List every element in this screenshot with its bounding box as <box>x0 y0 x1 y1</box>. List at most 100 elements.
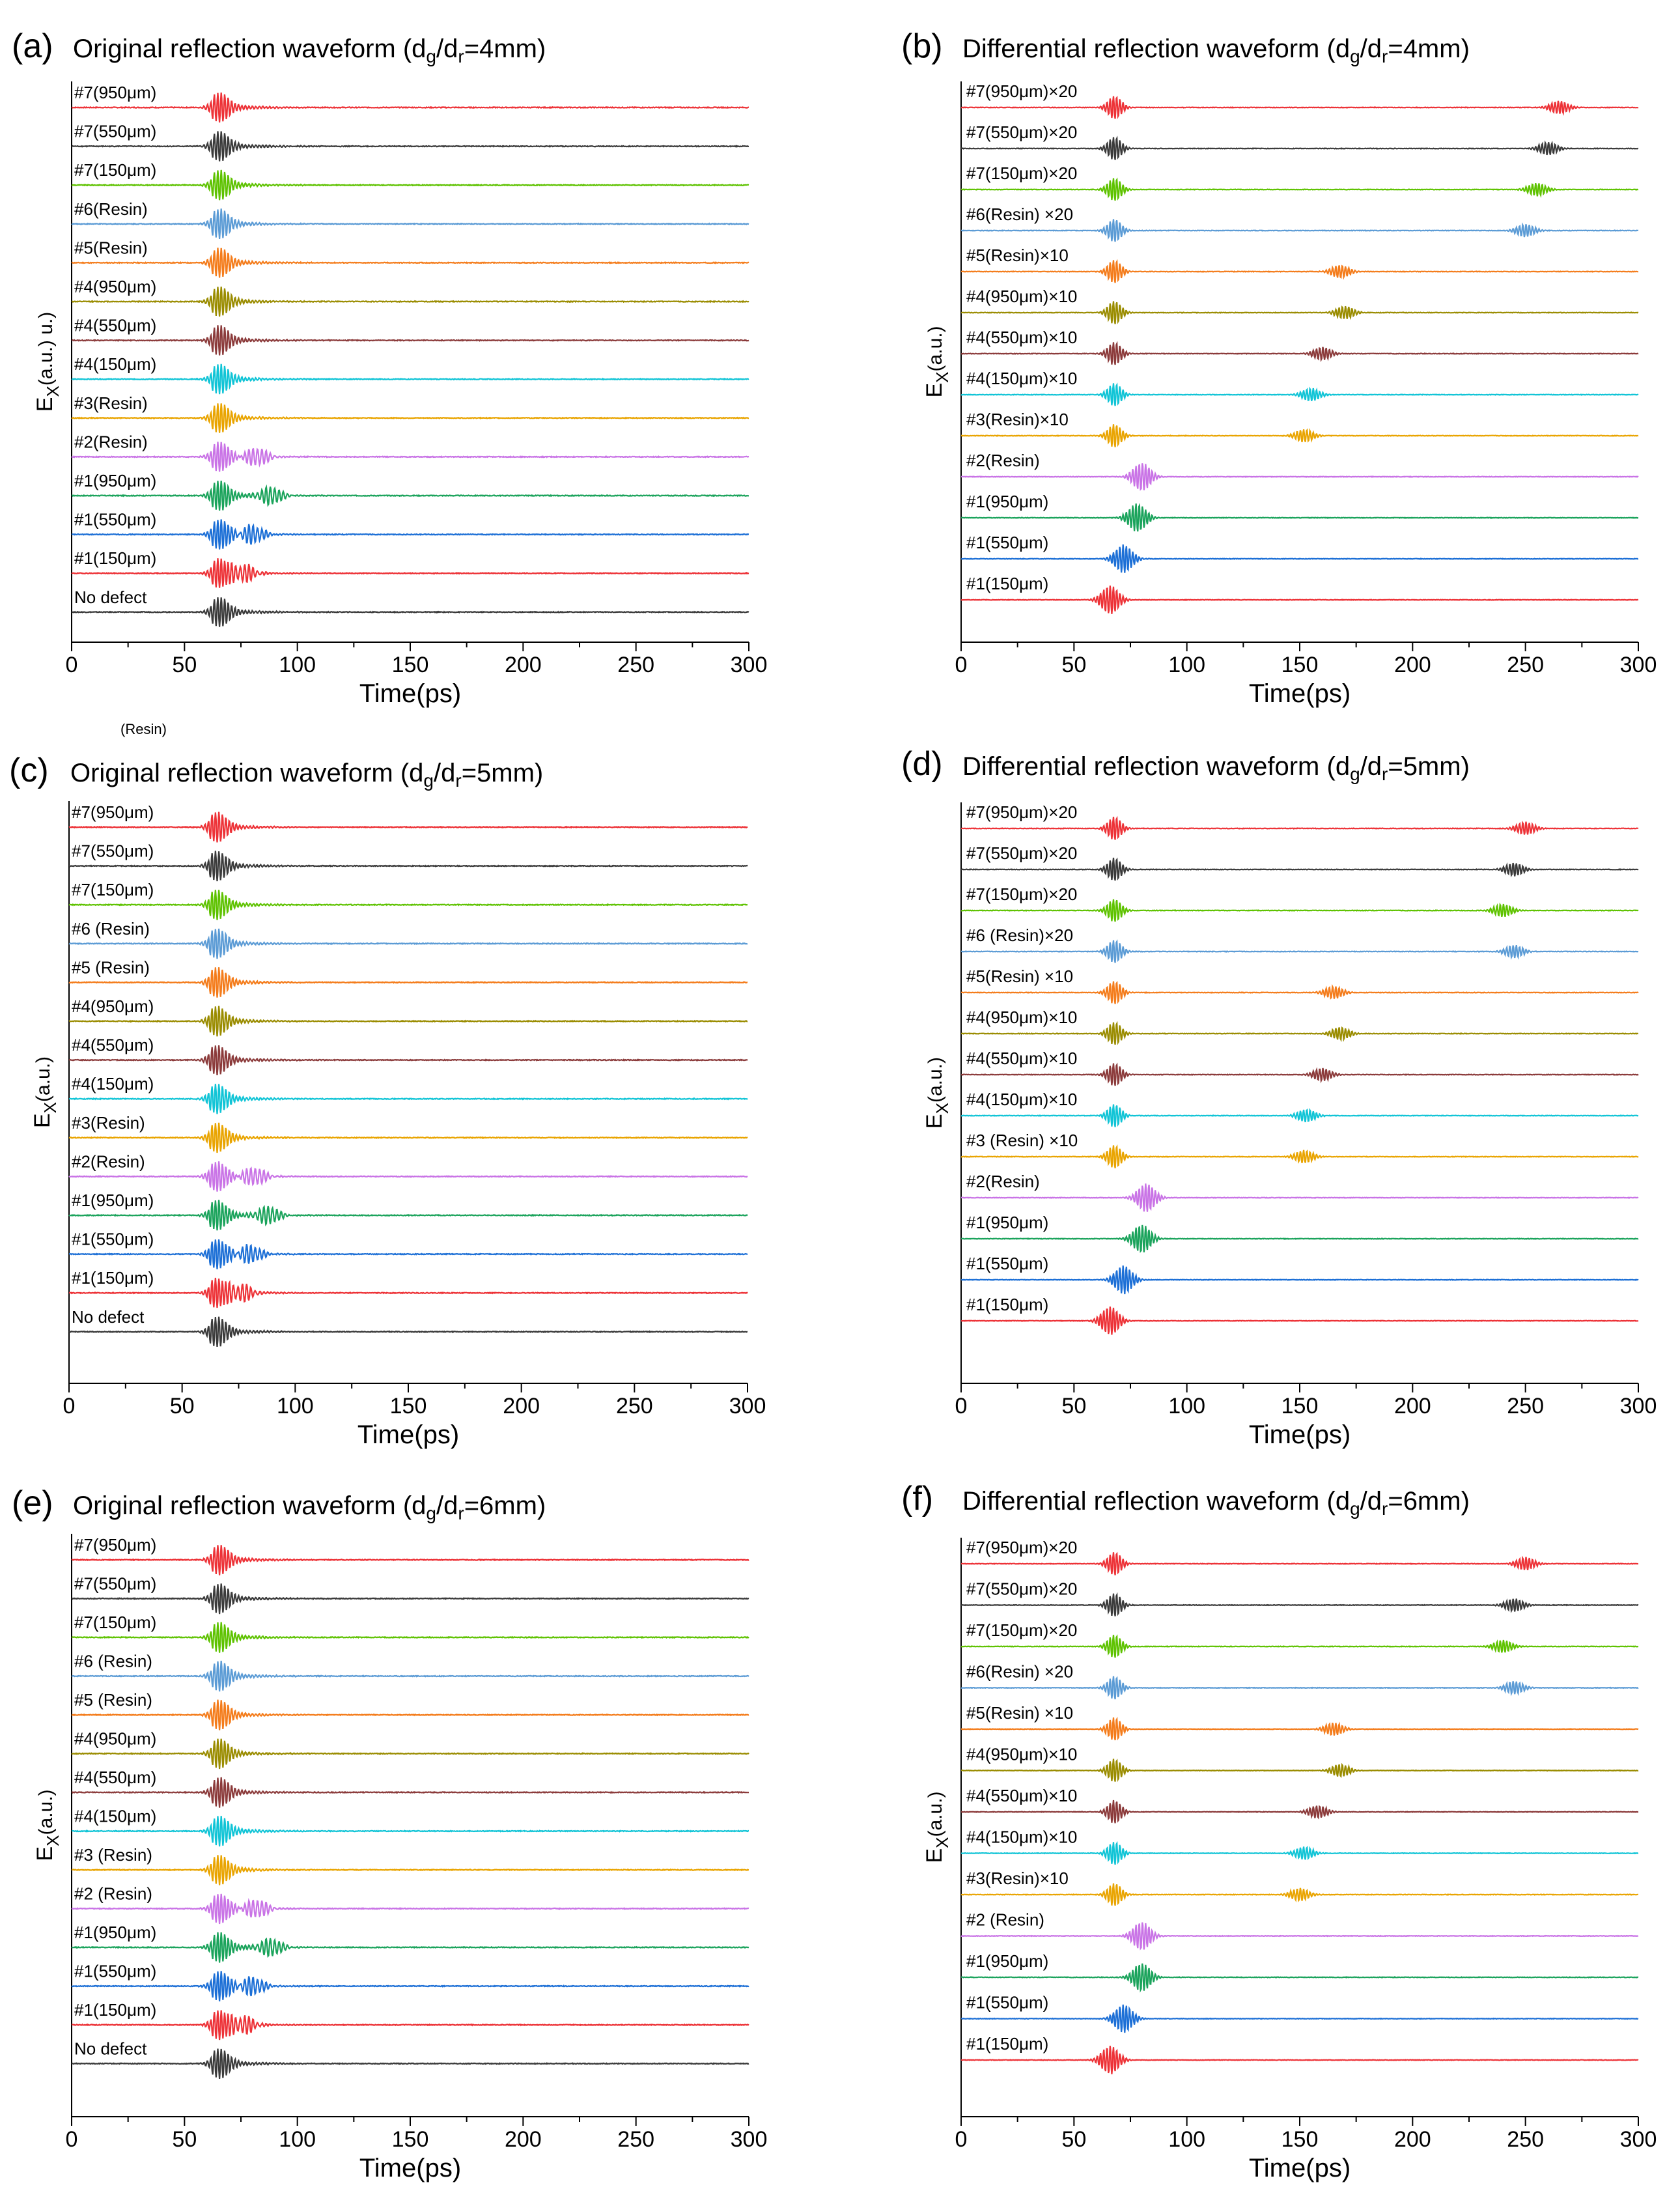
series-label-12: #1(550μm) <box>966 1254 1048 1273</box>
x-tick-label: 0 <box>66 2127 78 2152</box>
series-label-10: #2(Resin) <box>966 1172 1040 1191</box>
series-line-3 <box>960 899 1639 922</box>
x-tick-label: 0 <box>955 2127 968 2152</box>
series-label-6: #4(950μm)×10 <box>966 1008 1077 1027</box>
series-label-8: #4(150μm)×10 <box>966 1828 1077 1847</box>
series-line-13 <box>72 2010 749 2040</box>
title-part-title_mid: /d <box>436 35 458 63</box>
series-line-1 <box>71 92 749 123</box>
series-label-7: #4(550μm) <box>72 1036 154 1055</box>
series-line-9 <box>68 1122 748 1153</box>
title-part-title_post: =6mm) <box>1388 1487 1470 1516</box>
series-label-8: #4(150μm)×10 <box>966 369 1077 388</box>
series-label-7: #4(550μm)×10 <box>966 1786 1077 1805</box>
title-part-title_sub1: g <box>1350 1499 1360 1519</box>
y-axis-label-part: E <box>922 1848 947 1863</box>
series-label-9: #3 (Resin) ×10 <box>966 1131 1078 1150</box>
series-label-13: #1(150μm) <box>74 548 156 568</box>
series-line-5 <box>961 981 1639 1004</box>
series-label-10: #2 (Resin) <box>74 1884 152 1904</box>
series-label-3: #7(150μm) <box>74 160 156 180</box>
series-line-2 <box>71 1583 749 1615</box>
y-axis-label-part: X <box>43 1835 63 1846</box>
series-line-2 <box>960 135 1639 160</box>
series-label-2: #7(550μm)×20 <box>966 1579 1077 1599</box>
x-tick-label: 50 <box>1061 653 1086 677</box>
series-label-11: #1(950μm) <box>966 1213 1048 1232</box>
series-label-12: #1(550μm) <box>72 1230 154 1249</box>
series-label-11: #1(950μm) <box>74 1923 156 1942</box>
title-part-title_sub1: g <box>423 770 434 791</box>
series-label-13: #1(150μm) <box>966 1295 1048 1314</box>
title-part-title_pre: Original reflection waveform (d <box>70 759 423 787</box>
series-label-1: #7(950μm)×20 <box>966 81 1077 101</box>
series-line-6 <box>71 287 749 317</box>
y-axis-label-part: X <box>40 1102 60 1113</box>
x-tick-label: 200 <box>1394 1394 1431 1419</box>
panel-d: (d) Differential reflection waveform (dg/… <box>901 745 1657 1449</box>
x-axis-label: Time(ps) <box>359 2154 461 2182</box>
series-label-11: #1(950μm) <box>74 471 156 490</box>
series-label-1: #7(950μm) <box>74 83 156 102</box>
title-part-title_sub1: g <box>426 46 436 66</box>
series-line-4 <box>71 208 749 239</box>
y-axis-label-part: (a.u.) <box>925 326 946 371</box>
x-tick-label: 300 <box>731 653 768 677</box>
series-line-6 <box>960 1758 1639 1783</box>
series-label-14: No defect <box>72 1307 145 1327</box>
panel-e: (e) Original reflection waveform (dg/dr=6… <box>12 1484 767 2182</box>
series-line-14 <box>68 1316 748 1348</box>
x-tick-label: 50 <box>1061 2127 1086 2152</box>
x-tick-label: 50 <box>1061 1394 1086 1419</box>
y-axis-label: EX(a.u.) <box>33 1789 63 1861</box>
series-line-2 <box>960 1592 1639 1616</box>
series-label-1: #7(950μm) <box>74 1535 156 1555</box>
series-label-6: #4(950μm)×10 <box>966 287 1077 306</box>
title-part-title_pre: Original reflection waveform (d <box>73 1491 426 1520</box>
series-line-1 <box>68 812 748 843</box>
series-line-3 <box>68 890 748 920</box>
series-label-3: #7(150μm)×20 <box>966 884 1077 904</box>
title-part-title_sub1: g <box>1350 46 1360 66</box>
x-tick-label: 0 <box>66 653 78 677</box>
y-axis-label-part: (a.u.) <box>35 1789 57 1835</box>
series-label-3: #7(150μm)×20 <box>966 163 1077 183</box>
x-tick-label: 150 <box>1281 1394 1319 1419</box>
panel-title: Original reflection waveform (dg/dr=4mm) <box>73 35 546 66</box>
y-axis-label-part: E <box>30 1113 55 1128</box>
x-tick-label: 300 <box>1620 653 1657 677</box>
x-tick-label: 200 <box>505 653 542 677</box>
x-tick-label: 250 <box>617 653 654 677</box>
y-axis-label-part: E <box>922 1114 947 1129</box>
series-label-7: #4(550μm)×10 <box>966 328 1077 347</box>
y-axis-label: EX(a.u.) u.) <box>33 312 63 412</box>
title-part-title_mid: /d <box>1360 752 1382 781</box>
series-line-7 <box>68 1045 748 1075</box>
x-axis-label: Time(ps) <box>1249 1420 1351 1449</box>
title-part-title_pre: Differential reflection waveform (d <box>962 1487 1350 1516</box>
series-line-2 <box>71 131 749 162</box>
series-label-9: #3 (Resin) <box>74 1845 152 1865</box>
series-label-5: #5 (Resin) <box>74 1690 152 1710</box>
x-tick-label: 250 <box>617 2127 654 2152</box>
panel-title: Differential reflection waveform (dg/dr=… <box>962 752 1470 784</box>
series-line-8 <box>960 1104 1639 1127</box>
series-line-12 <box>960 1265 1639 1295</box>
series-line-6 <box>68 1006 748 1037</box>
series-line-8 <box>960 382 1639 406</box>
series-label-14: No defect <box>74 587 147 607</box>
y-axis-label-part: (a.u.) <box>925 1791 946 1837</box>
series-line-3 <box>71 169 749 201</box>
x-tick-label: 200 <box>1394 2127 1431 2152</box>
series-label-11: #1(950μm) <box>966 1951 1048 1971</box>
x-tick-label: 0 <box>63 1394 76 1419</box>
x-tick-label: 50 <box>172 653 197 677</box>
series-line-6 <box>960 301 1639 324</box>
panel-title: Original reflection waveform (dg/dr=6mm) <box>73 1491 546 1523</box>
series-label-6: #4(950μm)×10 <box>966 1745 1077 1764</box>
y-axis-label-part: E <box>33 1846 57 1861</box>
panel-letter: (a) <box>12 27 53 65</box>
series-label-4: #6(Resin) ×20 <box>966 205 1073 224</box>
series-line-4 <box>961 219 1639 242</box>
